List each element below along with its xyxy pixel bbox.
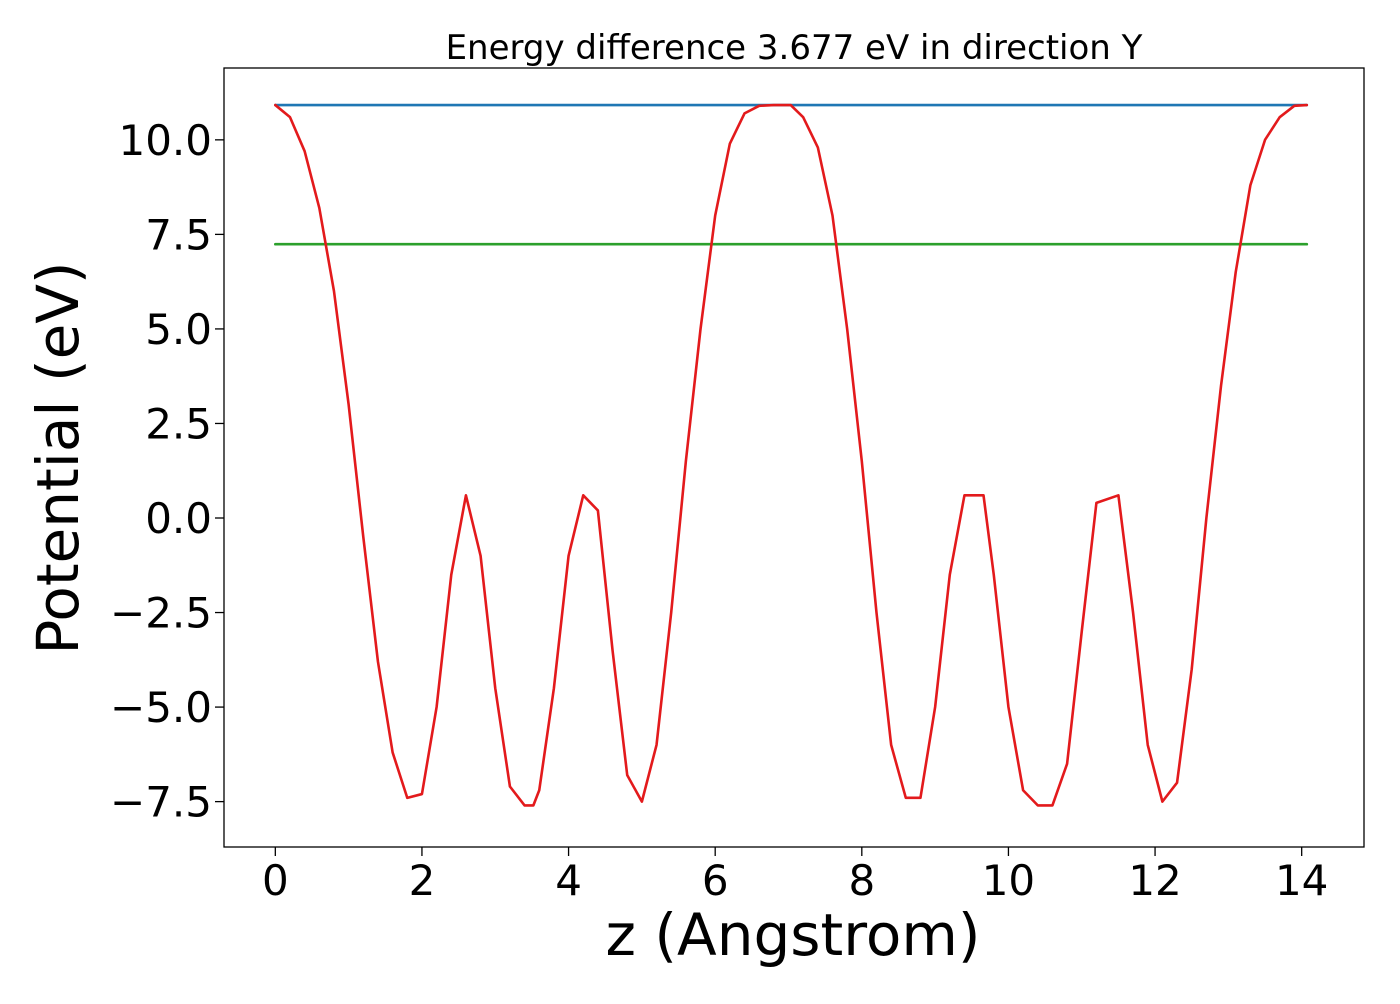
y-axis-label: Potential (eV)	[24, 261, 92, 654]
x-tick-label: 4	[555, 856, 582, 905]
x-tick-label: 12	[1128, 856, 1181, 905]
y-tick-label: −7.5	[110, 778, 212, 827]
x-tick-label: 10	[982, 856, 1035, 905]
y-tick-label: 7.5	[145, 210, 212, 259]
series-line-3	[274, 103, 1309, 807]
y-tick-label: 10.0	[118, 116, 212, 165]
y-tick-label: 0.0	[145, 494, 212, 543]
plot-frame	[223, 67, 1365, 848]
x-tick-label: 2	[409, 856, 436, 905]
y-tick-label: −2.5	[110, 589, 212, 638]
chart-title: Energy difference 3.677 eV in direction …	[446, 28, 1143, 68]
y-tick-label: 2.5	[145, 399, 212, 448]
x-tick-label: 8	[848, 856, 875, 905]
y-axis-ticks: −7.5 −5.0 −2.5 0.0 2.5 5.0 7.5 10.0	[110, 116, 224, 827]
x-axis-ticks: 0 2 4 6 8 10 12 14	[262, 847, 1328, 905]
x-axis-label: z (Angstrom)	[606, 901, 981, 969]
y-tick-label: 5.0	[145, 305, 212, 354]
x-tick-label: 6	[702, 856, 729, 905]
y-tick-label: −5.0	[110, 683, 212, 732]
x-tick-label: 14	[1275, 856, 1328, 905]
x-tick-label: 0	[262, 856, 289, 905]
plot-lines	[274, 103, 1309, 807]
